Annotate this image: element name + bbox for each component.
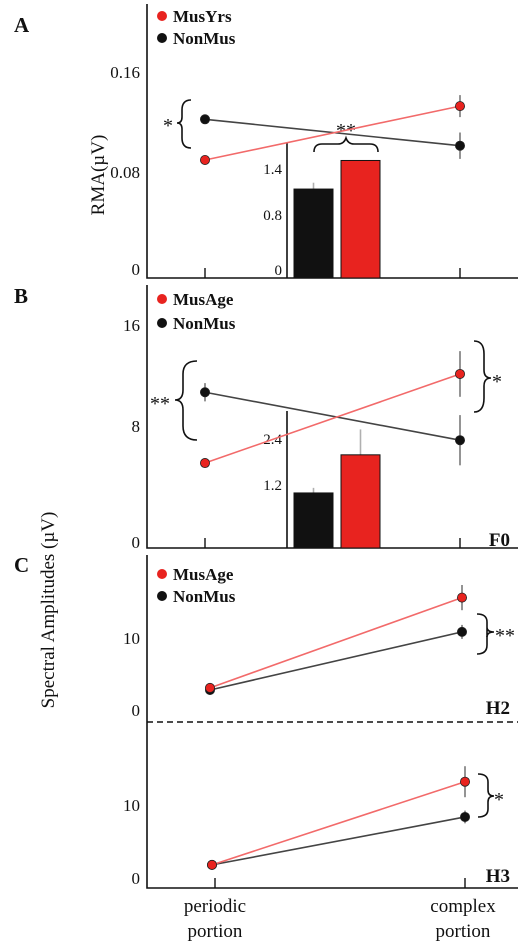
series-line-musyrs xyxy=(204,105,461,161)
legend-nonmusician-marker xyxy=(157,33,167,43)
brackets xyxy=(174,99,495,818)
data-point-nonmus xyxy=(459,811,470,822)
panel-a-inset-ytick: 0 xyxy=(275,263,283,279)
x-labels: periodic portion complex portion xyxy=(184,896,496,942)
data-point-musage xyxy=(199,458,210,469)
series-line-musage xyxy=(209,596,463,689)
panel-c-axes xyxy=(146,555,518,889)
panel-a-inset-ytick: 0.8 xyxy=(263,208,282,224)
series-line-nonmus xyxy=(204,391,461,441)
panel-a-inset-ytick: 1.4 xyxy=(263,162,282,178)
inset-bar-nonmus xyxy=(293,188,334,279)
data-point-nonmus xyxy=(199,387,210,398)
panel-a-ylabel: RMA(µV) xyxy=(88,135,109,216)
panel-b-axes xyxy=(146,285,518,549)
panel-letter-b: B xyxy=(14,284,28,308)
panel-b-plot xyxy=(199,351,465,469)
x-label-periodic: periodic xyxy=(184,896,246,917)
panel-c-h3-star: * xyxy=(494,789,504,811)
significance-stars: * ** * ** * ** xyxy=(150,115,515,811)
panel-a-plot xyxy=(199,95,465,165)
axes xyxy=(146,4,518,889)
legend-nonmusician-marker xyxy=(157,591,167,601)
panel-c-h3-ytick: 0 xyxy=(132,869,141,888)
panel-b-inset-bars xyxy=(293,429,381,549)
data-point-musyrs xyxy=(454,101,465,112)
legend-musician-label: MusAge xyxy=(173,565,234,584)
data-point-musage xyxy=(206,859,217,870)
panel-a-axes xyxy=(146,4,518,279)
panel-c-h2-plot xyxy=(204,585,467,696)
legend-musician-marker xyxy=(157,11,167,21)
panel-b-tag: F0 xyxy=(489,530,510,551)
data-point-musage xyxy=(204,682,215,693)
panel-c-h2-bracket-top xyxy=(476,613,495,638)
panel-c-h3-bracket xyxy=(477,773,495,818)
panel-a-inset-bracket xyxy=(313,135,379,153)
data-point-musage xyxy=(454,368,465,379)
series-line-nonmus xyxy=(209,631,463,691)
panel-c-h2-tag: H2 xyxy=(486,698,510,719)
data-point-musage xyxy=(459,776,470,787)
panel-b-right-bracket xyxy=(473,340,492,413)
data-point-musage xyxy=(456,592,467,603)
legend-nonmusician-label: NonMus xyxy=(173,29,236,48)
inset-bar-musyrs xyxy=(340,159,381,279)
panel-a-ytick: 0 xyxy=(132,260,141,279)
panel-b-inset: 1.2 2.4 xyxy=(263,411,381,549)
x-label-periodic-sub: portion xyxy=(188,921,243,942)
panel-b-right-star: * xyxy=(492,371,502,393)
panel-a-legend: MusYrs NonMus xyxy=(157,7,236,48)
xticks xyxy=(204,268,466,888)
panel-b-inset-ytick: 1.2 xyxy=(263,478,282,494)
data-point-musyrs xyxy=(199,154,210,165)
inset-bar-nonmus xyxy=(293,492,334,549)
legend-musician-marker xyxy=(157,294,167,304)
panel-a-star: * xyxy=(163,115,173,137)
panel-b-ytick: 8 xyxy=(132,417,141,436)
panel-c-h2-bracket-bottom xyxy=(476,636,488,655)
legend-nonmusician-marker xyxy=(157,318,167,328)
panel-a-ytick: 0.16 xyxy=(110,63,140,82)
panel-b-left-star: ** xyxy=(150,393,170,415)
panel-b-left-bracket xyxy=(174,360,198,441)
series-line-musage xyxy=(204,373,461,464)
data-point-nonmus xyxy=(454,140,465,151)
panel-letter-c: C xyxy=(14,553,29,577)
panel-b-ytick: 0 xyxy=(132,533,141,552)
series-line-musage xyxy=(211,780,466,866)
panel-c-h2-star: ** xyxy=(495,625,515,647)
panel-c-h3-ytick: 10 xyxy=(123,796,140,815)
legend-nonmusician-label: NonMus xyxy=(173,314,236,333)
panel-b-legend: MusAge NonMus xyxy=(157,290,236,333)
data-point-nonmus xyxy=(454,435,465,446)
panel-a-bracket xyxy=(176,99,192,149)
inset-bar-musage xyxy=(340,454,381,549)
panel-c-h2-ytick: 10 xyxy=(123,629,140,648)
panel-letter-a: A xyxy=(14,13,30,37)
shared-ylabel: Spectral Amplitudes (µV) xyxy=(38,512,59,709)
x-label-complex-sub: portion xyxy=(436,921,491,942)
panel-a-ytick: 0.08 xyxy=(110,163,140,182)
panel-a-inset: 0 0.8 1.4 xyxy=(263,143,381,279)
legend-musician-label: MusAge xyxy=(173,290,234,309)
panel-c-h3-plot xyxy=(206,766,470,870)
legend-nonmusician-label: NonMus xyxy=(173,587,236,606)
x-label-complex: complex xyxy=(430,896,496,917)
panel-c-h2-ytick: 0 xyxy=(132,701,141,720)
panel-a-inset-bars xyxy=(293,159,381,279)
data-point-nonmus xyxy=(456,626,467,637)
legend-musician-label: MusYrs xyxy=(173,7,232,26)
series-line-nonmus xyxy=(211,816,466,866)
panel-c-h3-tag: H3 xyxy=(486,866,510,887)
panel-c-legend: MusAge NonMus xyxy=(157,565,236,606)
yticks: 0 0.08 0.16 0 8 16 0 10 0 10 xyxy=(110,63,140,888)
legend-musician-marker xyxy=(157,569,167,579)
data-point-nonmus xyxy=(199,114,210,125)
panel-b-ytick: 16 xyxy=(123,316,140,335)
